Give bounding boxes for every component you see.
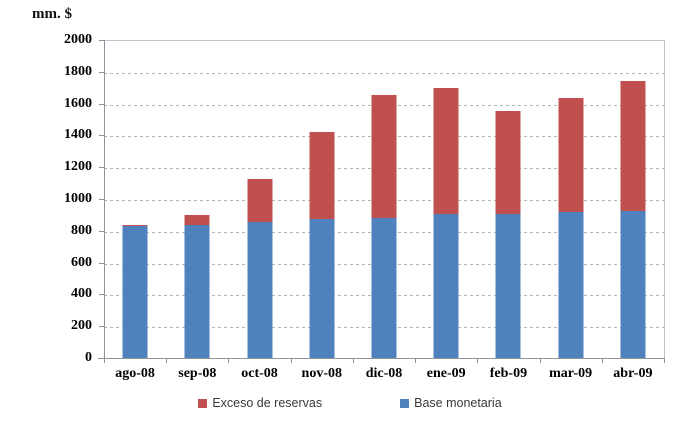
bar-segment-base-monetaria <box>495 213 521 359</box>
x-tick-mark <box>290 359 292 363</box>
x-tick-label-ene-09: ene-09 <box>426 366 466 381</box>
y-tick-mark <box>99 326 104 328</box>
x-tick-label-dic-08: dic-08 <box>365 366 403 381</box>
x-tick-mark <box>477 359 479 363</box>
y-tick-mark <box>99 103 104 105</box>
chart-legend: Exceso de reservas Base monetaria <box>0 396 700 410</box>
bar-group-dic-08 <box>353 41 415 359</box>
y-tick-label-1600: 1600 <box>64 95 92 111</box>
bar-segment-exceso-de-reservas <box>122 224 148 226</box>
legend-label: Exceso de reservas <box>212 396 323 410</box>
x-tick-mark <box>104 359 105 363</box>
bar-segment-base-monetaria <box>371 217 397 359</box>
y-tick-label-1400: 1400 <box>64 127 92 143</box>
bar-segment-exceso-de-reservas <box>558 98 584 212</box>
x-tick-mark <box>352 359 354 363</box>
x-tick-label-mar-09: mar-09 <box>549 366 593 381</box>
bar-segment-base-monetaria <box>433 214 459 359</box>
y-axis-unit-label: mm. $ <box>32 6 72 22</box>
bar-segment-base-monetaria <box>184 224 210 359</box>
x-tick-label-sep-08: sep-08 <box>178 366 217 381</box>
y-tick-mark <box>99 135 104 137</box>
x-tick-mark <box>664 359 665 363</box>
legend-item-base-monetaria: Base monetaria <box>400 396 502 410</box>
bar-segment-exceso-de-reservas <box>247 179 273 223</box>
y-axis-line <box>104 40 105 359</box>
bar-segment-base-monetaria <box>122 225 148 359</box>
legend-label: Base monetaria <box>414 396 502 410</box>
plot-area <box>104 40 665 359</box>
y-tick-label-1200: 1200 <box>64 159 92 175</box>
bar-group-feb-09 <box>477 41 539 359</box>
y-tick-label-600: 600 <box>71 254 92 270</box>
x-tick-mark <box>539 359 541 363</box>
y-tick-mark <box>99 71 104 73</box>
x-tick-label-oct-08: oct-08 <box>241 366 278 381</box>
bar-segment-base-monetaria <box>558 211 584 359</box>
bar-group-abr-09 <box>602 41 664 359</box>
y-tick-label-200: 200 <box>71 318 92 334</box>
bar-segment-exceso-de-reservas <box>309 131 335 220</box>
y-tick-mark <box>99 262 104 264</box>
bar-segment-exceso-de-reservas <box>495 110 521 214</box>
y-tick-label-1000: 1000 <box>64 191 92 206</box>
x-tick-label-feb-09: feb-09 <box>489 366 528 381</box>
bar-group-nov-08 <box>291 41 353 359</box>
bar-group-ago-08 <box>104 41 166 359</box>
bar-segment-base-monetaria <box>309 219 335 359</box>
y-tick-label-400: 400 <box>71 286 92 302</box>
y-tick-mark <box>99 167 104 169</box>
bar-group-sep-08 <box>166 41 228 359</box>
y-tick-mark <box>99 40 104 41</box>
y-tick-label-800: 800 <box>71 222 92 238</box>
bar-group-oct-08 <box>228 41 290 359</box>
x-tick-mark <box>228 359 230 363</box>
y-tick-label-0: 0 <box>85 350 92 365</box>
bar-segment-base-monetaria <box>620 211 646 359</box>
x-tick-mark <box>601 359 603 363</box>
x-axis-line <box>98 358 665 359</box>
y-tick-mark <box>99 199 104 200</box>
bar-segment-base-monetaria <box>247 222 273 359</box>
y-tick-label-2000: 2000 <box>64 32 92 47</box>
x-tick-mark <box>415 359 417 363</box>
y-tick-mark <box>99 358 104 359</box>
bar-group-mar-09 <box>540 41 602 359</box>
x-tick-mark <box>166 359 168 363</box>
bar-group-ene-09 <box>415 41 477 359</box>
gridline-1800 <box>104 72 664 74</box>
x-tick-label-abr-09: abr-09 <box>613 366 653 381</box>
legend-swatch-icon <box>400 398 410 408</box>
x-tick-label-nov-08: nov-08 <box>301 366 342 381</box>
bar-segment-exceso-de-reservas <box>184 215 210 225</box>
legend-item-exceso-de-reservas: Exceso de reservas <box>198 396 322 410</box>
x-tick-label-ago-08: ago-08 <box>115 366 155 381</box>
y-tick-mark <box>99 294 104 296</box>
legend-swatch-icon <box>198 398 208 408</box>
y-tick-mark <box>99 230 104 232</box>
y-tick-label-1800: 1800 <box>64 63 92 79</box>
bar-segment-exceso-de-reservas <box>371 95 397 218</box>
bar-segment-exceso-de-reservas <box>433 87 459 215</box>
bar-segment-exceso-de-reservas <box>620 80 646 212</box>
